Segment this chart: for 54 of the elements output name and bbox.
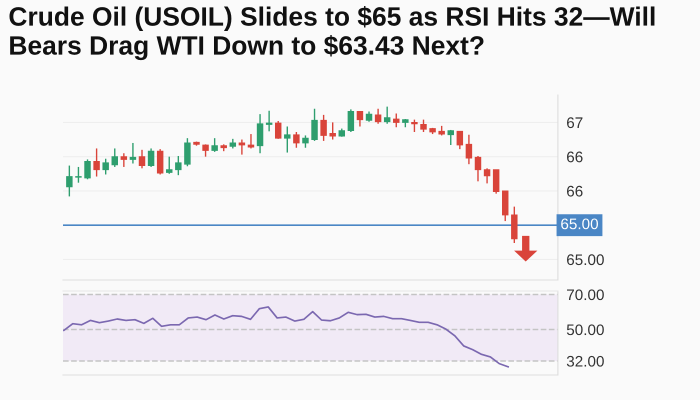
candlestick [366,110,372,122]
candlestick [66,164,73,198]
chart-title: Crude Oil (USOIL) Slides to $65 as RSI Hits 32—Will Bears Drag WTI Down to $63.43 Next? [9,6,654,60]
candlestick [84,158,91,180]
candlestick [248,133,254,150]
candlestick [466,134,472,165]
candlestick [474,155,482,182]
y-tick-label: 65.00 [567,254,604,266]
candlestick [75,166,82,184]
candlestick [348,108,354,133]
candlestick [130,142,136,164]
candlestick [293,131,300,148]
candlestick [184,137,191,167]
candlestick [238,138,246,156]
candlestick [284,126,291,154]
candlestick [230,138,236,150]
y-tick-label: 66 [567,186,583,197]
candlestick [320,114,327,142]
candlestick [420,118,427,133]
candlestick [411,118,418,133]
candlestick [384,106,390,124]
candlestick [274,120,282,140]
candlestick [329,122,336,140]
y-tick-label: 32.00 [566,356,604,367]
candlestick [211,137,218,153]
candlestick [256,113,264,154]
y-tick-label: 70.00 [567,289,604,300]
candlestick [138,149,146,170]
candlestick [502,190,508,222]
candlestick [456,130,464,150]
candlestick [438,125,445,136]
candlestick [484,168,490,184]
candlestick [374,108,382,124]
candlestick [93,148,100,178]
candlestick [448,129,454,146]
candlestick [202,144,209,158]
candlestick [492,168,500,194]
y-tick-label: 50.00 [566,324,604,336]
candlestick [266,110,272,132]
candlestick [148,148,154,168]
y-tick-label: 66 [567,152,583,162]
candlestick [156,148,164,176]
candlestick [311,108,318,142]
y-tick-label: 67 [567,117,582,128]
candlestick [356,110,364,128]
candlestick [112,148,118,168]
candlestick [393,112,400,128]
candlestick [302,134,309,148]
candlestick [511,206,518,244]
candlestick [120,152,128,168]
candlestick [175,155,182,176]
line-series [63,306,509,368]
candlestick [166,156,172,174]
candlestick [102,158,109,176]
